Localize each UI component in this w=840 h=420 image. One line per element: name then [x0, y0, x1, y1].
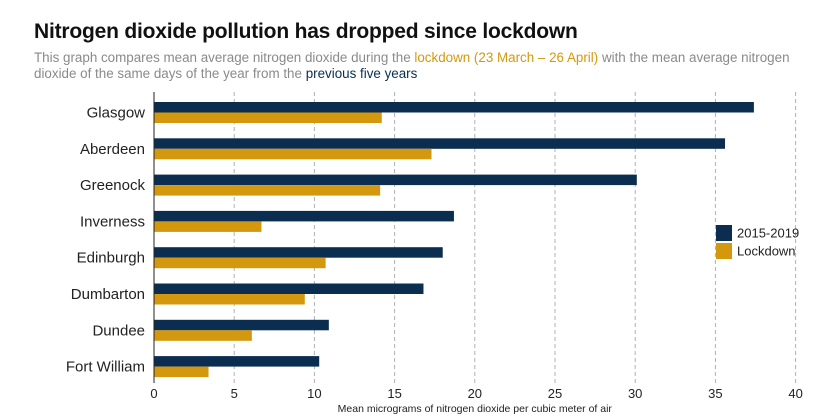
subtitle-previous-highlight: previous five years [305, 66, 418, 81]
x-axis-label: Mean micrograms of nitrogen dioxide per … [338, 403, 613, 415]
x-tick-label: 10 [307, 386, 321, 401]
bar-2015-2019 [154, 319, 329, 331]
bar-lockdown [154, 185, 381, 196]
x-tick-label: 20 [468, 386, 482, 401]
legend: 2015-2019 Lockdown [716, 225, 799, 259]
x-tick-label: 0 [150, 386, 157, 401]
category-label: Inverness [80, 213, 145, 230]
x-tick-label: 30 [628, 386, 642, 401]
subtitle-text-2: with the mean average nitrogen dioxide o… [34, 50, 790, 81]
bar-2015-2019 [154, 210, 454, 222]
category-label: Dumbarton [71, 286, 145, 303]
bar-2015-2019 [154, 174, 637, 186]
legend-label: Lockdown [737, 244, 796, 259]
category-labels: Glasgow Aberdeen Greenock Inverness Edinburg… [66, 105, 146, 376]
bar-2015-2019 [154, 283, 424, 294]
category-label: Greenock [80, 177, 146, 194]
x-tick-labels: 0 5 10 15 20 25 30 35 40 [150, 386, 802, 401]
subtitle-text-1: This graph compares mean average nitroge… [34, 50, 415, 65]
bar-2015-2019 [154, 138, 726, 149]
bar-2015-2019 [154, 247, 443, 258]
bars [154, 102, 754, 378]
category-label: Edinburgh [77, 250, 145, 267]
category-label: Fort William [66, 359, 145, 376]
x-tick-label: 5 [231, 386, 238, 401]
legend-swatch [716, 243, 732, 259]
category-label: Glasgow [87, 105, 146, 122]
bar-lockdown [154, 221, 262, 232]
chart-title: Nitrogen dioxide pollution has dropped s… [34, 20, 578, 43]
subtitle-lockdown-highlight: lockdown (23 March – 26 April) [414, 50, 599, 65]
bar-lockdown [154, 330, 252, 341]
x-tick-label: 35 [708, 386, 722, 401]
bar-lockdown [154, 257, 326, 269]
x-tick-label: 40 [788, 386, 802, 401]
legend-swatch [716, 225, 732, 241]
bar-lockdown [154, 112, 382, 123]
grid-lines [233, 92, 797, 383]
x-tick-label: 15 [387, 386, 401, 401]
bar-2015-2019 [154, 102, 754, 113]
bar-2015-2019 [154, 356, 320, 367]
x-tick-label: 25 [548, 386, 562, 401]
bar-lockdown [154, 294, 305, 305]
legend-label: 2015-2019 [737, 226, 799, 241]
bar-lockdown [154, 366, 209, 378]
chart-subtitle: This graph compares mean average nitroge… [34, 50, 834, 82]
bar-lockdown [154, 148, 432, 160]
category-label: Aberdeen [80, 141, 145, 158]
category-label: Dundee [92, 322, 145, 339]
